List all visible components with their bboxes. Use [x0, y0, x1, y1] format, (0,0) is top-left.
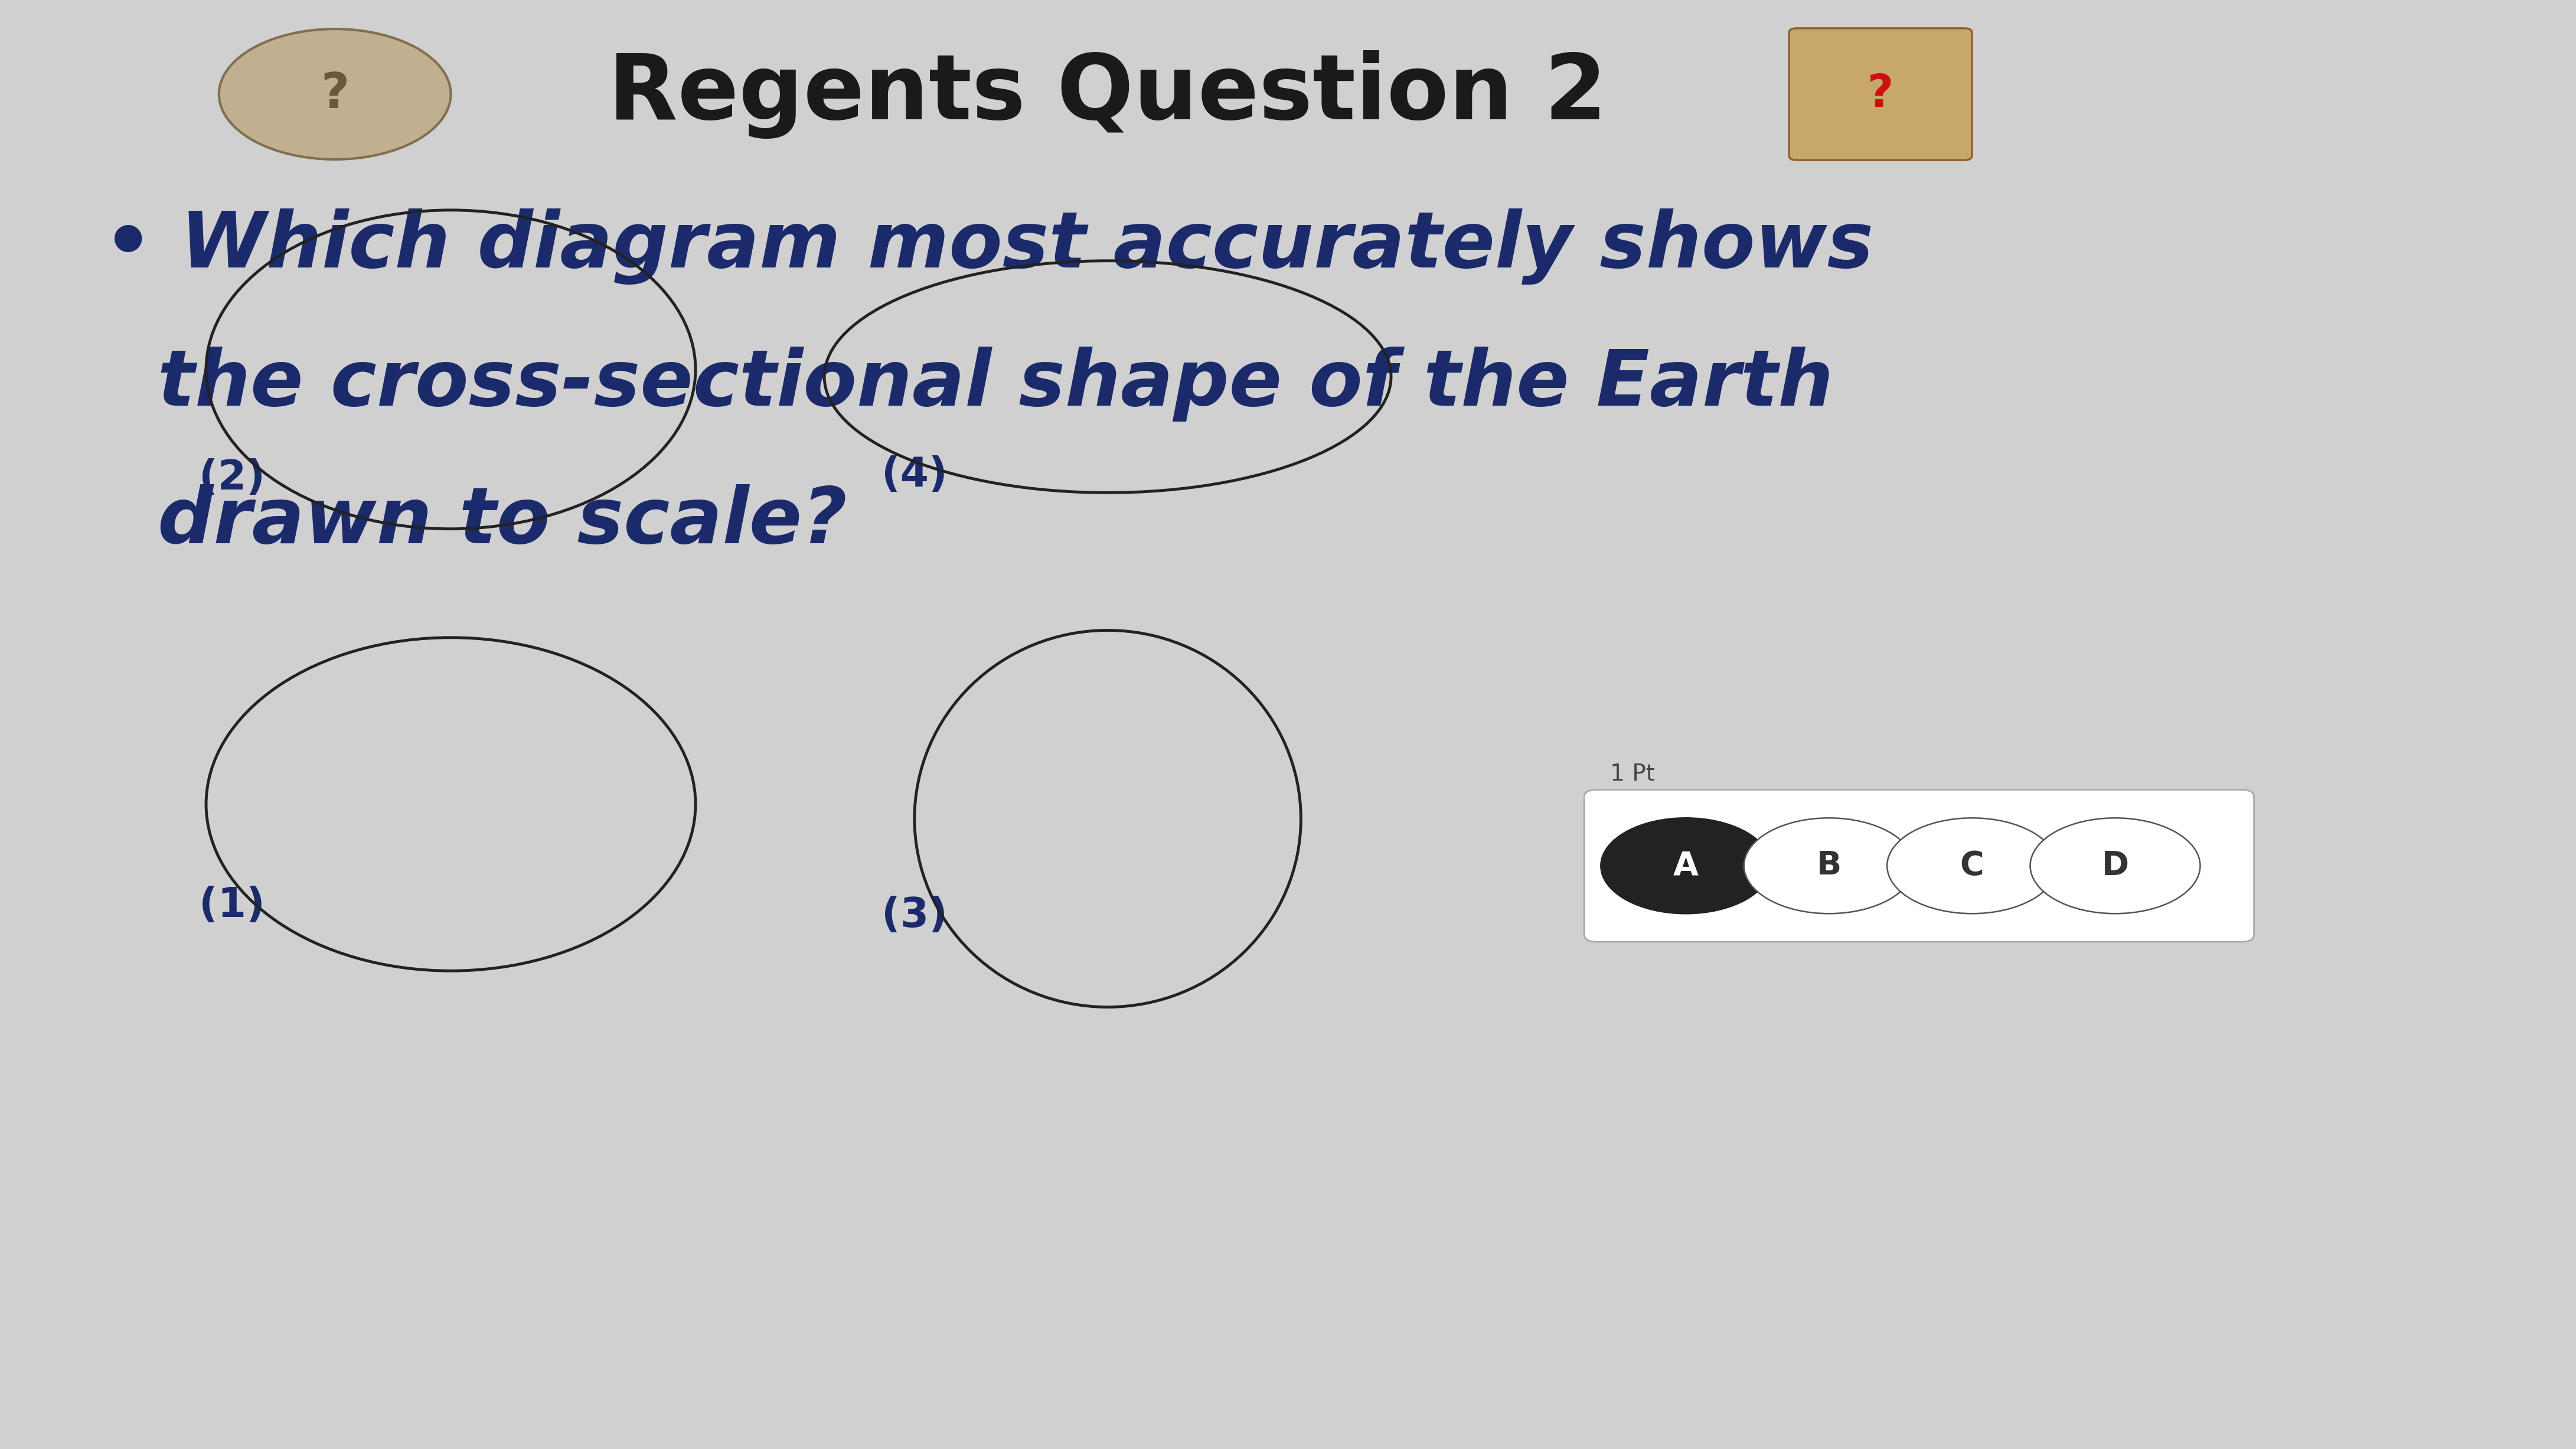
Text: drawn to scale?: drawn to scale?	[103, 484, 848, 559]
Circle shape	[1888, 817, 2058, 914]
Text: the cross-sectional shape of the Earth: the cross-sectional shape of the Earth	[103, 346, 1834, 422]
Text: C: C	[1960, 849, 1984, 882]
FancyBboxPatch shape	[1584, 790, 2254, 942]
FancyBboxPatch shape	[1788, 29, 1971, 161]
Text: 1 Pt: 1 Pt	[1610, 764, 1654, 785]
Circle shape	[219, 29, 451, 159]
Text: • Which diagram most accurately shows: • Which diagram most accurately shows	[103, 209, 1873, 284]
Circle shape	[1744, 817, 1914, 914]
Text: ?: ?	[1868, 72, 1893, 116]
Text: (4): (4)	[881, 455, 948, 496]
Text: B: B	[1816, 849, 1842, 882]
Text: D: D	[2102, 849, 2128, 882]
Text: A: A	[1674, 849, 1698, 882]
Text: Regents Question 2: Regents Question 2	[608, 49, 1607, 139]
Text: (2): (2)	[198, 458, 265, 498]
Text: ?: ?	[319, 70, 350, 119]
Text: (3): (3)	[881, 895, 948, 936]
Text: (1): (1)	[198, 885, 265, 926]
Circle shape	[2030, 817, 2200, 914]
Circle shape	[1600, 817, 1770, 914]
